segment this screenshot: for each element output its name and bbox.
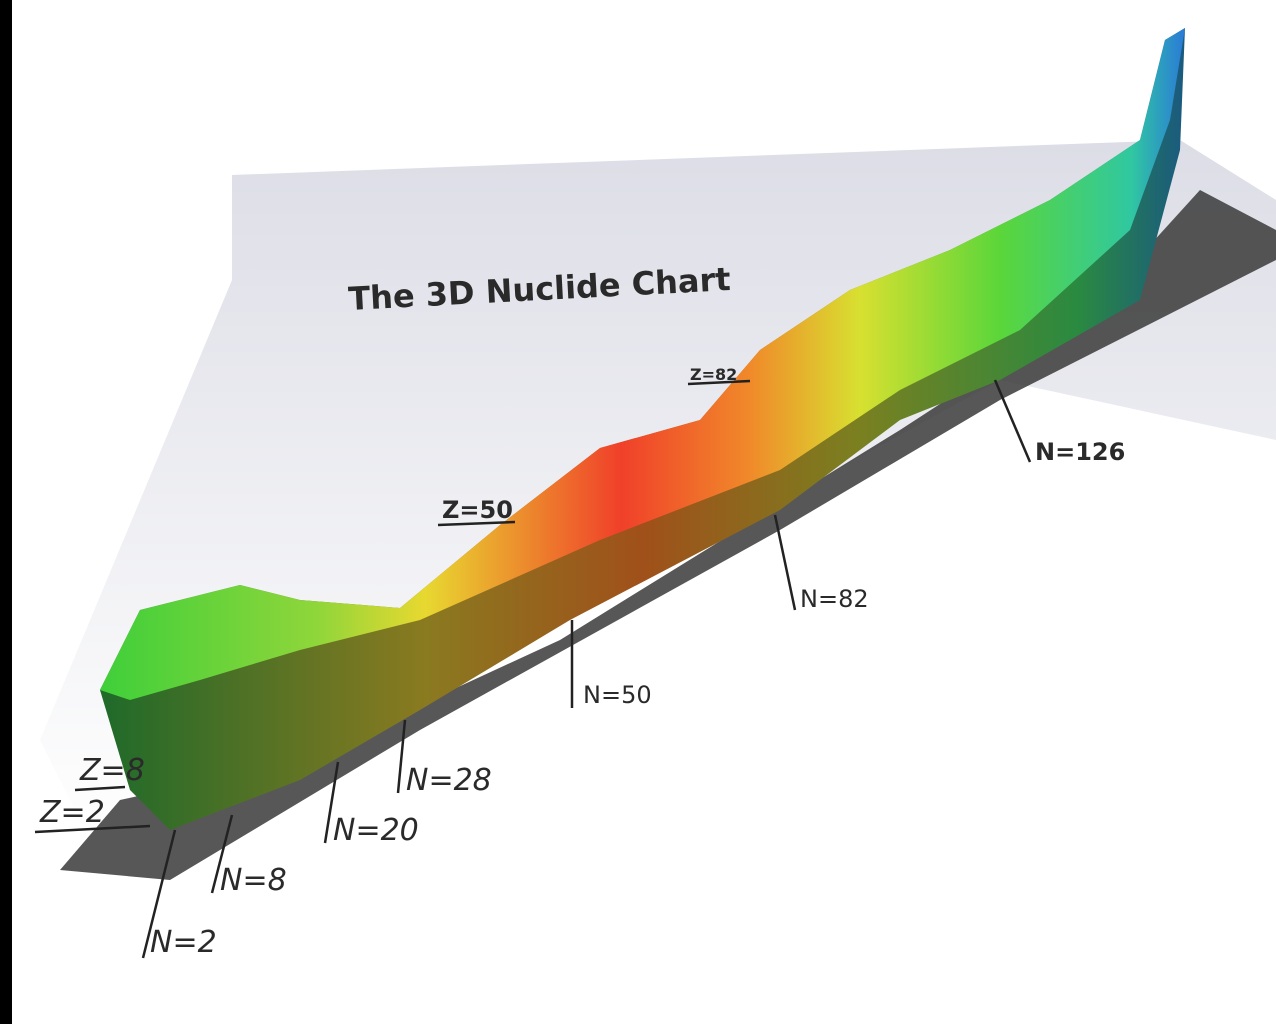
n-label: N=28 <box>406 763 492 798</box>
n-label: N=8 <box>220 863 287 898</box>
z-label: Z=50 <box>442 496 513 524</box>
n-line <box>775 515 795 610</box>
n-label: N=20 <box>333 813 419 848</box>
z-label: Z=8 <box>79 753 145 788</box>
nuclide-scene: The 3D Nuclide Chart Z=2 Z=8 Z=50 Z=82 N… <box>0 0 1276 1024</box>
n-label: N=50 <box>583 681 652 709</box>
n-label: N=82 <box>800 585 869 613</box>
n-label: N=2 <box>150 925 217 960</box>
z-label: Z=2 <box>39 795 105 830</box>
n-label: N=126 <box>1035 438 1125 466</box>
z-label: Z=82 <box>690 365 737 384</box>
page: The 3D Nuclide Chart Z=2 Z=8 Z=50 Z=82 N… <box>0 0 1276 1024</box>
left-edge <box>0 0 12 1024</box>
